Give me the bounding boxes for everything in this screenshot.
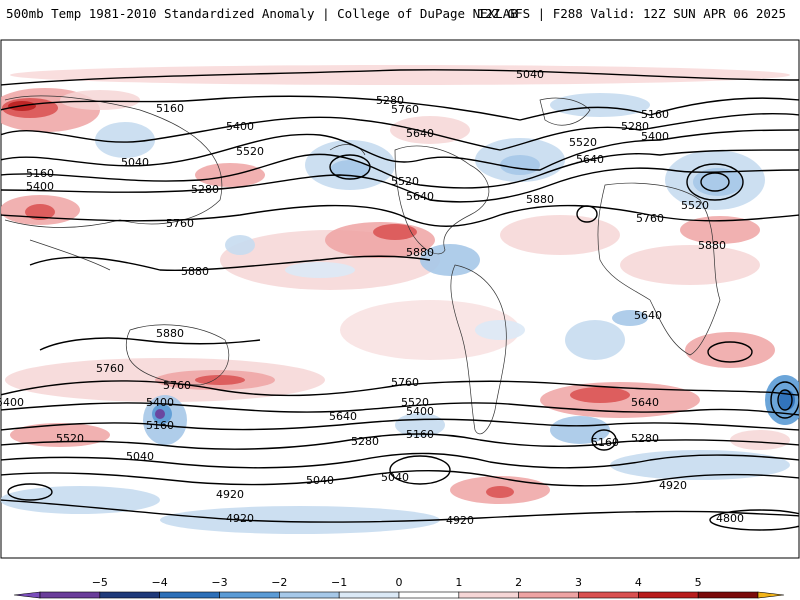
contour-label: 5280 [631,432,659,445]
colorbar-segment [518,591,579,599]
coastlines [4,95,721,435]
contour-labels: 5040516052805400552056405760588050405160… [0,68,744,527]
contour-label: 4920 [216,488,244,501]
contour-label: 5640 [329,410,357,423]
contour-label: 5160 [591,436,619,449]
colorbar-tick-label: 4 [635,576,642,589]
colorbar-high-arrow [757,591,785,599]
contour-label: 5520 [401,396,429,409]
contour-label: 5160 [406,428,434,441]
contour-label: 5760 [96,362,124,375]
contour-label: 5040 [121,156,149,169]
contour-label: 5640 [631,396,659,409]
contour-label: 5400 [26,180,54,193]
contour-label: 5520 [56,432,84,445]
colorbar-segment [219,591,280,599]
contour-label: 5640 [576,153,604,166]
contour-label: 5760 [391,103,419,116]
contour-label: 5160 [156,102,184,115]
contour-label: 4920 [659,479,687,492]
contour-label: 5520 [681,199,709,212]
colorbar-tick-label: 1 [455,576,462,589]
colorbar-tick-label: 0 [396,576,403,589]
closed-contours [7,154,799,531]
colorbar-tick-label: −4 [152,576,168,589]
colorbar-segment [159,591,220,599]
contour-label: 5400 [641,130,669,143]
contour-label: 5160 [146,419,174,432]
contour-label: 5640 [634,309,662,322]
model-run-info: 12Z GFS | F288 Valid: 12Z SUN APR 06 202… [477,6,786,21]
contour-label: 5160 [26,167,54,180]
map-title: 500mb Temp 1981-2010 Standardized Anomal… [6,6,518,21]
contour-label: 5040 [126,450,154,463]
contour-label: 5880 [526,193,554,206]
cold-anomaly-shading [1,93,799,534]
colorbar-segment [99,591,160,599]
contour-label: 5400 [0,396,24,409]
contour-label: 5280 [621,120,649,133]
contour-label: 5520 [236,145,264,158]
colorbar-tick-label: −1 [331,576,347,589]
contour-label: 5760 [636,212,664,225]
contour-label: 5760 [166,217,194,230]
colorbar-tick-label: 2 [515,576,522,589]
contour-label: 5400 [146,396,174,409]
contour-label: 5160 [641,108,669,121]
colorbar-tick-label: −3 [211,576,227,589]
colorbar-segment [39,591,101,599]
colorbar-segment [338,591,400,599]
colorbar-segment [398,591,460,599]
contour-label: 5520 [569,136,597,149]
contour-label: 4920 [446,514,474,527]
contour-label: 5280 [376,94,404,107]
colorbar-tick-label: −5 [92,576,108,589]
contour-label: 4800 [716,512,744,525]
colorbar-low-arrow [13,591,41,599]
colorbar-tick-label: 3 [575,576,582,589]
contour-label: 5760 [391,376,419,389]
colorbar-segment [279,591,340,599]
contour-label: 5280 [351,435,379,448]
contour-label: 4920 [226,512,254,525]
contour-label: 5040 [306,474,334,487]
contour-label: 5640 [406,190,434,203]
colorbar: −5 −4 −3 −2 −1 0 1 2 3 4 5 [13,576,785,599]
colorbar-tick-label: −2 [271,576,287,589]
contour-label: 5400 [406,405,434,418]
contour-label: 5760 [163,379,191,392]
contour-label: 5880 [406,246,434,259]
contour-label: 5880 [698,239,726,252]
contour-label: 5280 [191,183,219,196]
contour-label: 5880 [181,265,209,278]
height-contours [1,69,799,523]
colorbar-segment [638,591,699,599]
colorbar-segment [578,591,639,599]
contour-label: 5880 [156,327,184,340]
contour-label: 5400 [226,120,254,133]
contour-label: 5640 [406,127,434,140]
contour-label: 5040 [516,68,544,81]
colorbar-segment [458,591,519,599]
contour-label: 5520 [391,175,419,188]
colorbar-segment [697,591,759,599]
contour-label: 5040 [381,471,409,484]
colorbar-tick-label: 5 [695,576,702,589]
